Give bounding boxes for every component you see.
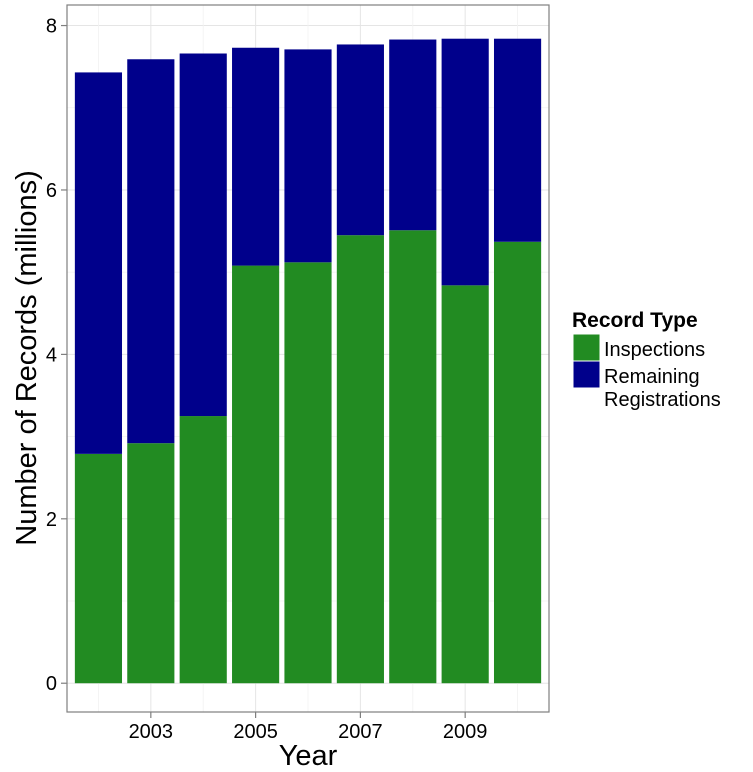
plot-border [66,4,550,713]
legend-key-1 [572,360,601,389]
legend-label: Registrations [604,389,721,411]
x-tick-label: 2003 [129,721,174,743]
bar-inspections-2008 [389,230,437,684]
y-tick-label: 0 [46,673,57,695]
bar-remaining-registrations-2006 [284,49,332,263]
bar-inspections-2003 [127,443,175,684]
bar-remaining-registrations-2007 [336,44,384,236]
bars [74,38,542,684]
bar-remaining-registrations-2003 [127,59,175,444]
bar-remaining-registrations-2008 [389,39,437,231]
x-axis-title: Year [279,740,338,772]
bar-inspections-2002 [74,453,123,684]
bar-inspections-2010 [493,241,542,684]
bar-inspections-2006 [284,262,332,684]
y-tick-label: 2 [46,509,57,531]
y-tick-label: 4 [46,344,57,366]
bar-remaining-registrations-2002 [74,72,123,454]
bar-inspections-2004 [179,416,227,684]
x-tick-label: 2009 [443,721,488,743]
legend-label: Remaining [604,366,700,388]
bar-inspections-2005 [232,265,280,684]
bar-remaining-registrations-2009 [441,38,489,286]
legend-key-0 [572,333,601,362]
bar-inspections-2009 [441,285,489,684]
bar-inspections-2007 [336,235,384,684]
legend-title: Record Type [572,309,698,332]
bar-remaining-registrations-2010 [493,38,542,242]
bar-remaining-registrations-2004 [179,53,227,417]
x-tick-label: 2005 [233,721,278,743]
y-tick-label: 6 [46,180,57,202]
y-axis-title: Number of Records (millions) [11,170,43,546]
bar-remaining-registrations-2005 [232,47,280,266]
x-tick-label: 2007 [338,721,383,743]
y-tick-label: 8 [46,16,57,38]
axes: 0 2 4 6 8 2003 2005 2007 2009 [46,16,488,743]
legend-label: Inspections [604,339,705,361]
legend: Record Type Inspections RemainingRegistra… [572,309,721,411]
